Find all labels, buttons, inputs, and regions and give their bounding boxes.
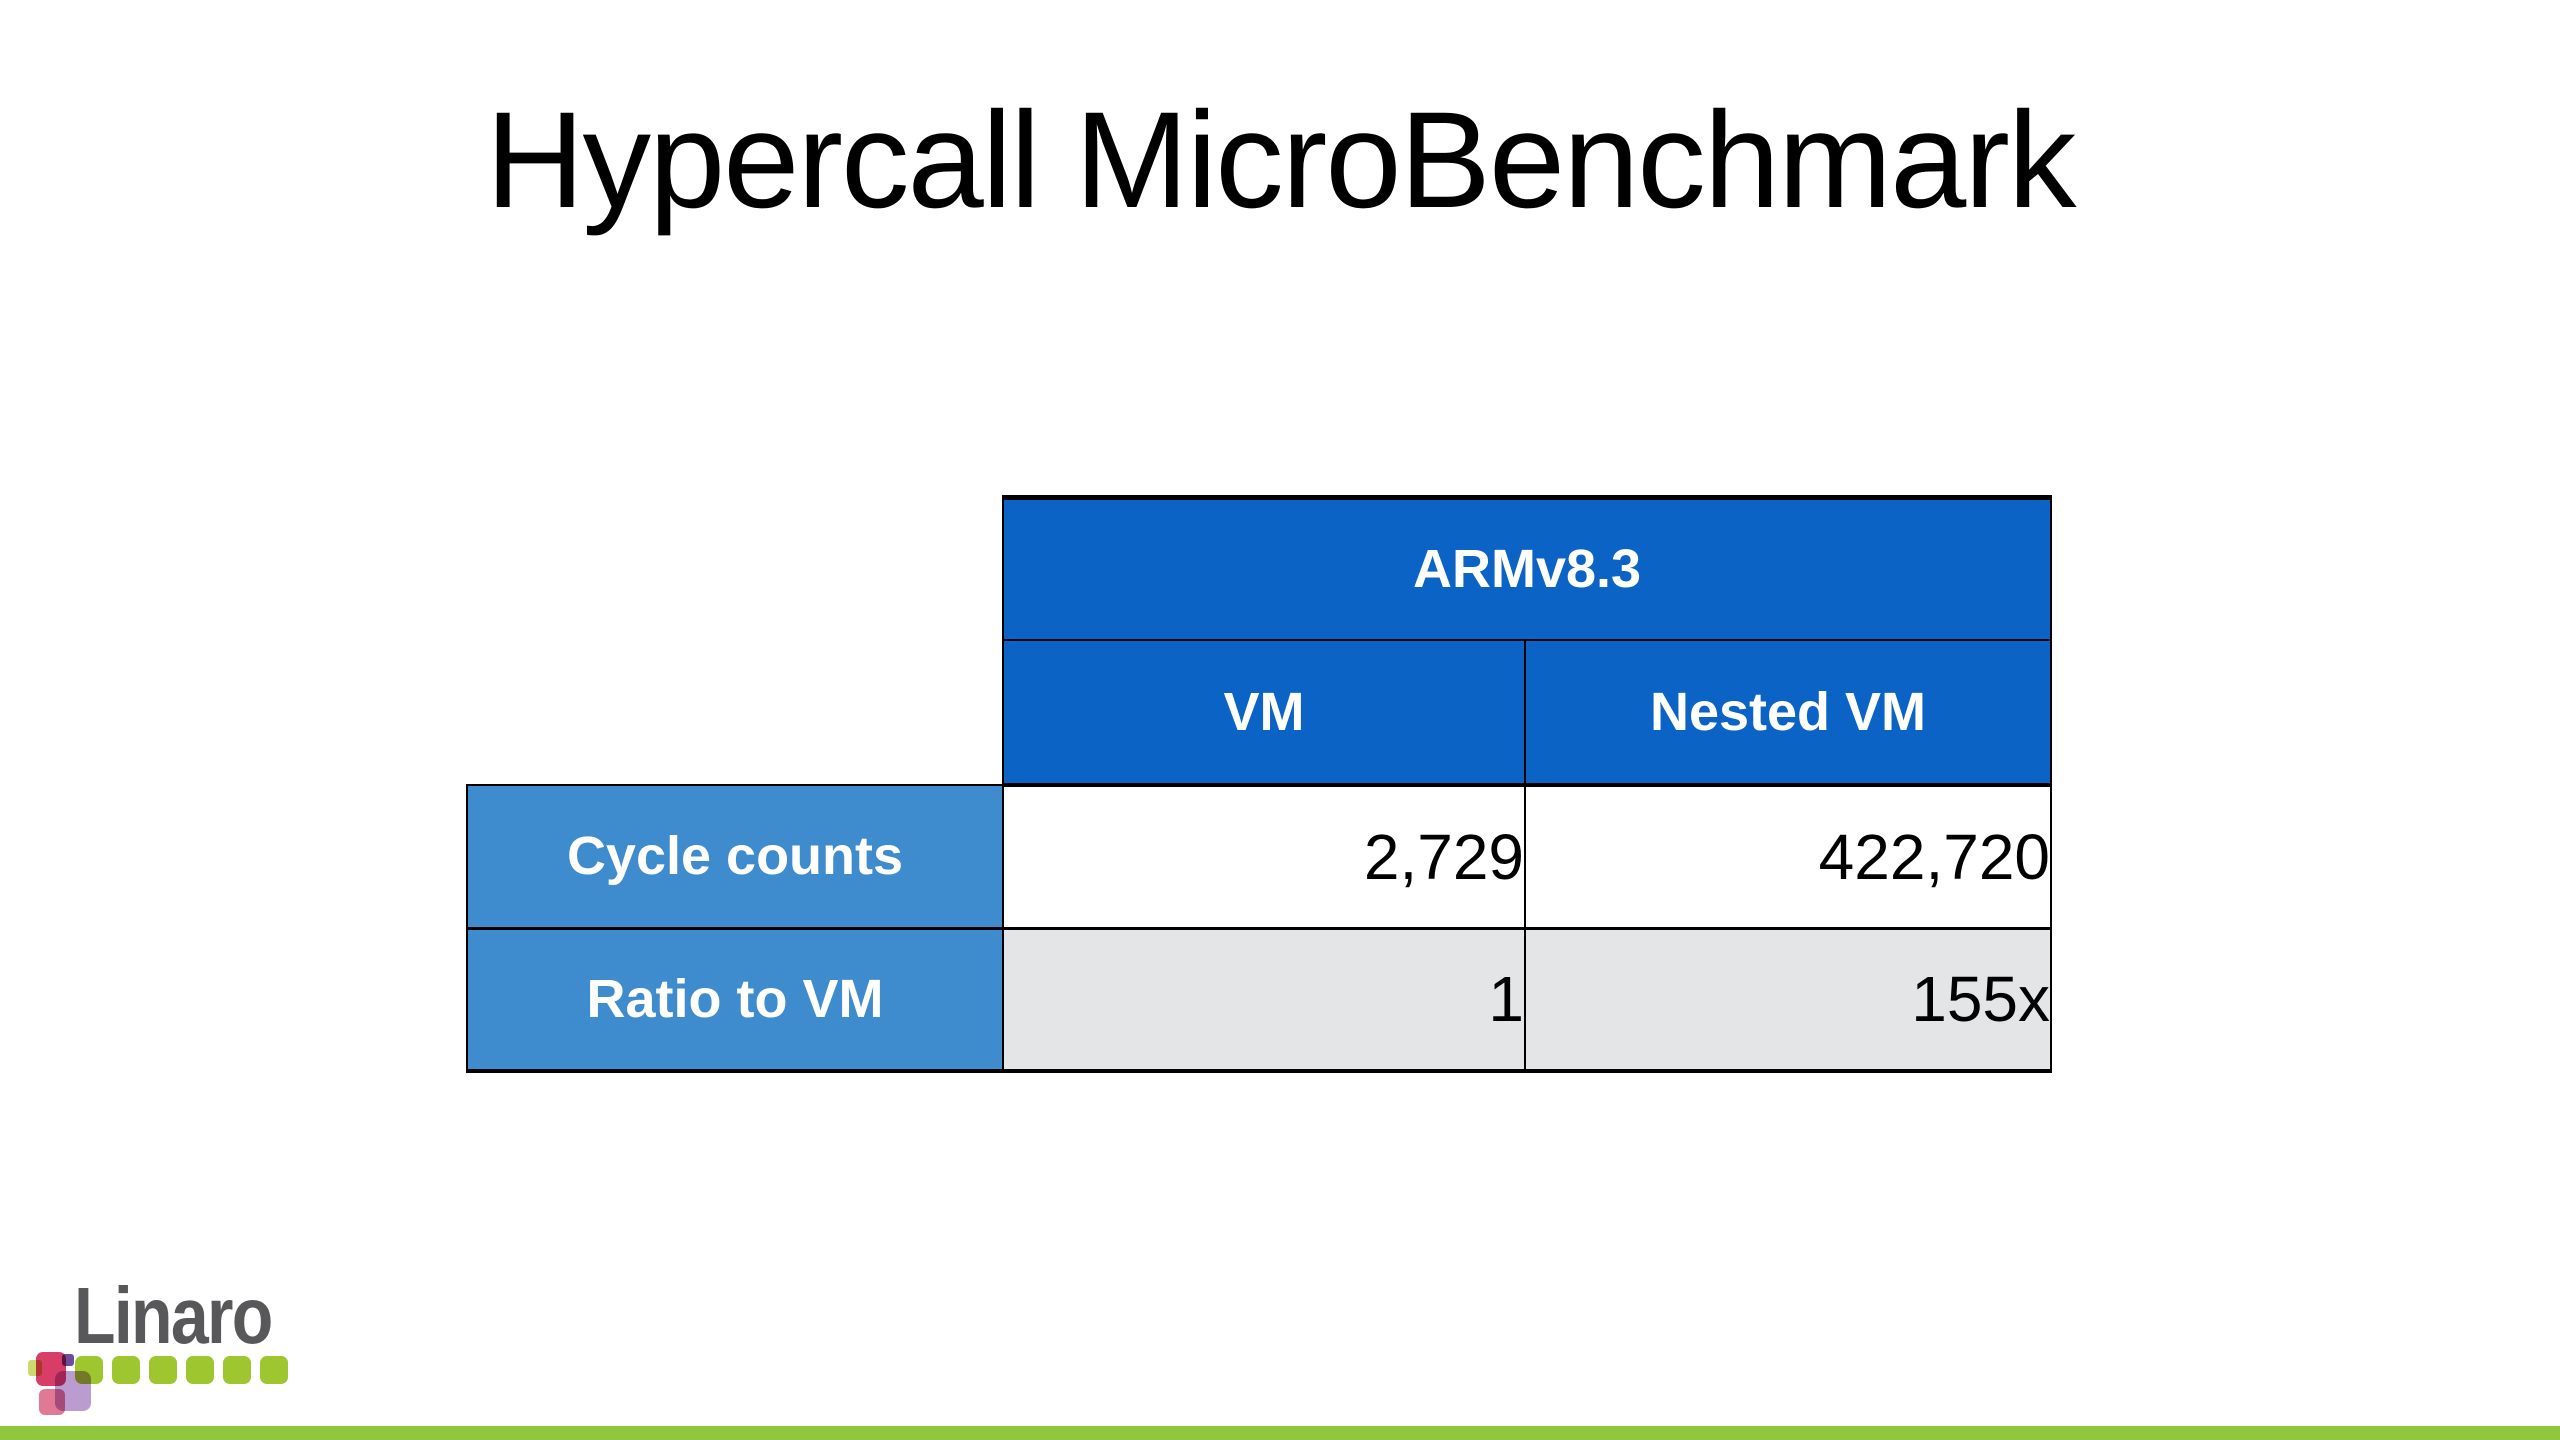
logo-cluster-square-pink-icon [39, 1389, 65, 1415]
table-spacer-cell [467, 498, 1003, 640]
row-label-ratio: Ratio to VM [466, 927, 1004, 1073]
value-cell-nested-cycles: 422,720 [1523, 783, 2053, 930]
logo-square-icon [112, 1356, 140, 1384]
slide-title: Hypercall MicroBenchmark [485, 84, 2077, 237]
value-cell-vm-cycles: 2,729 [1002, 783, 1526, 930]
logo-square-icon [223, 1356, 251, 1384]
logo-square-icon [260, 1356, 288, 1384]
table-row-ratio: Ratio to VM 1 155x [466, 927, 2053, 1073]
logo-cluster-square-purple-icon [62, 1354, 74, 1366]
table-group-header-row: ARMv8.3 [467, 495, 2053, 641]
table-spacer-cell [467, 640, 1003, 785]
value-cell-nested-ratio: 155x [1523, 927, 2053, 1073]
table-column-header-row: VM Nested VM [467, 638, 2053, 787]
column-header-vm: VM [1002, 638, 1526, 787]
benchmark-table: ARMv8.3 VM Nested VM Cycle counts 2,729 … [466, 495, 2053, 1073]
column-header-nested-vm: Nested VM [1523, 638, 2053, 787]
logo-squares-row [75, 1356, 297, 1384]
group-header-cell: ARMv8.3 [1001, 495, 2053, 641]
footer-accent-bar [0, 1426, 2560, 1440]
row-label-cycle-counts: Cycle counts [466, 783, 1004, 930]
value-cell-vm-ratio: 1 [1002, 927, 1526, 1073]
linaro-wordmark: Linaro [74, 1271, 273, 1360]
table-row-cycle-counts: Cycle counts 2,729 422,720 [466, 783, 2053, 930]
logo-square-icon [149, 1356, 177, 1384]
logo-square-icon [186, 1356, 214, 1384]
